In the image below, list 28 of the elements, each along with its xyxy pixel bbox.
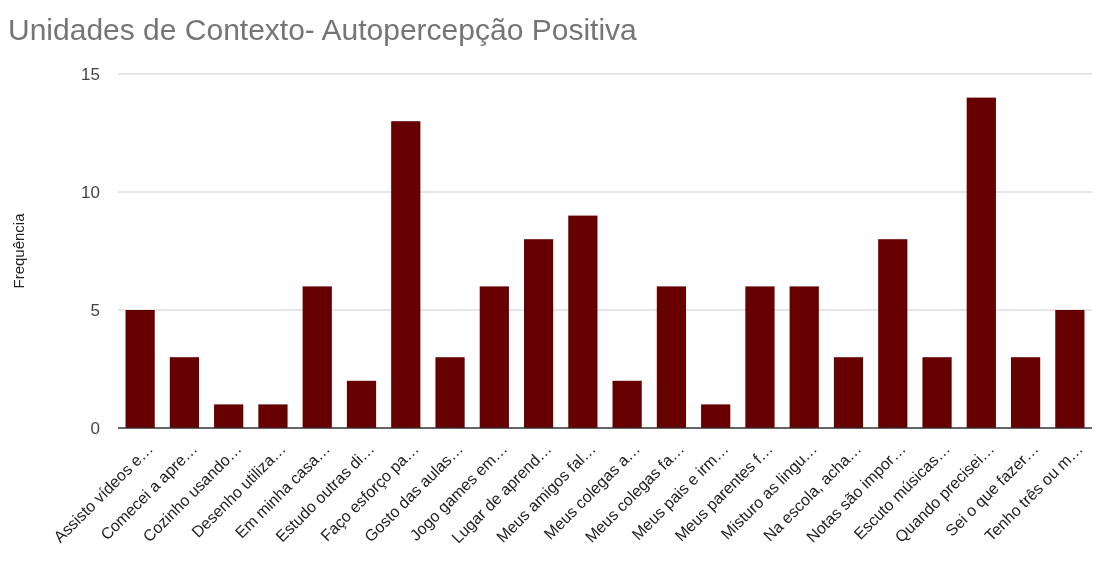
bar (745, 286, 775, 428)
bar (612, 380, 642, 428)
y-axis-title: Frequência (10, 212, 27, 289)
bar (922, 357, 952, 428)
bar (214, 404, 244, 428)
bar (656, 286, 687, 428)
bar (302, 286, 332, 428)
bar (878, 239, 908, 428)
bar (701, 404, 731, 428)
bar (1055, 310, 1085, 428)
y-tick-label: 0 (90, 418, 100, 438)
y-tick-label: 15 (81, 64, 100, 84)
y-tick-label: 10 (81, 182, 100, 202)
bar (258, 404, 288, 428)
bar (346, 380, 377, 428)
bar (568, 215, 598, 428)
bar (479, 286, 509, 428)
bar (523, 239, 554, 428)
bar (435, 357, 465, 428)
bar (169, 357, 200, 428)
bar (1010, 357, 1041, 428)
chart-title: Unidades de Contexto- Autopercepção Positiva (8, 13, 638, 46)
y-tick-label: 5 (90, 300, 100, 320)
bar (125, 310, 155, 428)
bar (966, 97, 996, 428)
bar (391, 121, 421, 428)
bar (789, 286, 819, 428)
bar (833, 357, 864, 428)
